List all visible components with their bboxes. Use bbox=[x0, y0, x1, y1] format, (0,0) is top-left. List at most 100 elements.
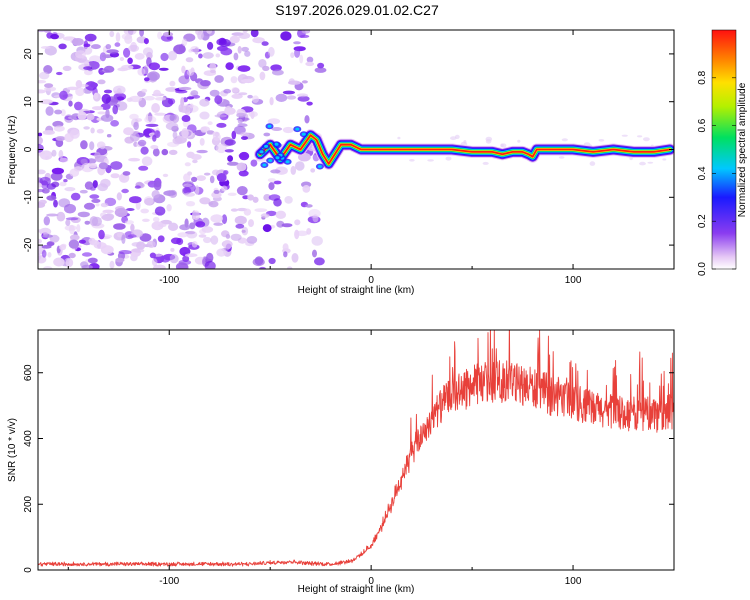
heatmap-cell bbox=[42, 234, 53, 238]
heatmap-cell bbox=[207, 121, 213, 126]
heatmap-cell bbox=[181, 115, 191, 122]
heatmap-cell bbox=[191, 176, 198, 182]
heatmap-cell bbox=[109, 30, 115, 38]
heatmap-cell bbox=[51, 149, 57, 157]
heatmap-cell bbox=[250, 110, 255, 120]
heatmap-cell bbox=[139, 30, 144, 37]
heatmap-cell bbox=[271, 127, 283, 131]
heatmap-cell bbox=[157, 31, 163, 40]
heatmap-cell bbox=[230, 208, 238, 212]
heatmap-cell bbox=[100, 114, 114, 122]
heatmap-cell bbox=[221, 185, 228, 192]
heatmap-cell bbox=[38, 80, 47, 84]
heatmap-cell bbox=[204, 172, 211, 176]
heatmap-cell bbox=[157, 235, 165, 243]
spectrogram-y-tick-label: 0 bbox=[23, 146, 34, 152]
colorbar-tick-label: 0.6 bbox=[697, 118, 708, 132]
heatmap-cell bbox=[203, 236, 212, 244]
heatmap-cell bbox=[207, 41, 214, 50]
heatmap-cell bbox=[124, 220, 134, 225]
heatmap-cell bbox=[165, 122, 179, 131]
heatmap-cell bbox=[65, 217, 79, 221]
colorbar: 0.0 0.2 0.4 0.6 0.8 Normalized spectral ampl… bbox=[697, 29, 748, 276]
heatmap-cell bbox=[485, 139, 492, 144]
heatmap-cell bbox=[268, 257, 276, 265]
heatmap-cell bbox=[252, 95, 259, 103]
heatmap-cell bbox=[199, 111, 210, 120]
heatmap-cell bbox=[142, 218, 150, 222]
heatmap-transition-blob bbox=[275, 156, 280, 160]
heatmap-cell bbox=[214, 114, 227, 118]
heatmap-cell bbox=[140, 208, 149, 214]
heatmap-cell bbox=[66, 86, 79, 91]
colorbar-label: Normalized spectral amplitude bbox=[737, 82, 748, 217]
heatmap-cell bbox=[287, 266, 293, 269]
heatmap-cell bbox=[197, 30, 204, 40]
heatmap-cell bbox=[231, 93, 243, 99]
heatmap-cell bbox=[235, 223, 245, 229]
heatmap-cell bbox=[84, 33, 97, 42]
heatmap-cell bbox=[183, 173, 191, 182]
spectrogram-x-axis: -100 0 100 bbox=[67, 30, 675, 286]
spectrogram-x-tick-label: 0 bbox=[368, 275, 374, 286]
heatmap-cell bbox=[38, 188, 45, 193]
heatmap-cell bbox=[38, 253, 41, 261]
heatmap-cell bbox=[153, 264, 166, 269]
heatmap-cell bbox=[78, 239, 86, 244]
heatmap-cell bbox=[80, 140, 88, 150]
heatmap-cell bbox=[79, 189, 88, 194]
heatmap-cell bbox=[38, 182, 42, 188]
heatmap-cell bbox=[154, 130, 161, 139]
heatmap-cell bbox=[98, 229, 105, 240]
heatmap-cell bbox=[223, 88, 232, 94]
heatmap-cell bbox=[280, 31, 292, 41]
heatmap-cell bbox=[128, 44, 140, 52]
heatmap-cell bbox=[162, 173, 169, 178]
heatmap-cell bbox=[269, 97, 274, 106]
heatmap-cell bbox=[500, 143, 504, 148]
heatmap-cell bbox=[284, 196, 293, 204]
heatmap-cell bbox=[113, 85, 126, 95]
heatmap-cell bbox=[83, 43, 91, 48]
heatmap-cell bbox=[39, 150, 53, 160]
heatmap-cell bbox=[149, 252, 156, 259]
heatmap-cell bbox=[227, 155, 234, 162]
heatmap-cell bbox=[50, 172, 63, 181]
heatmap-cell bbox=[312, 249, 317, 258]
heatmap-cell bbox=[126, 97, 133, 103]
heatmap-cell bbox=[250, 159, 258, 167]
heatmap-cell bbox=[454, 134, 460, 139]
heatmap-cell bbox=[246, 236, 258, 244]
heatmap-cell bbox=[225, 62, 234, 70]
heatmap-cell bbox=[179, 106, 191, 113]
heatmap-cell bbox=[89, 194, 100, 199]
heatmap-transition-blob bbox=[267, 124, 272, 128]
heatmap-cell bbox=[192, 210, 200, 220]
heatmap-cell bbox=[194, 47, 199, 55]
heatmap-cell bbox=[209, 62, 217, 72]
heatmap-cell bbox=[427, 159, 434, 162]
heatmap-cell bbox=[77, 111, 87, 121]
heatmap-cell bbox=[230, 76, 238, 84]
heatmap-cell bbox=[216, 122, 227, 128]
heatmap-cell bbox=[216, 173, 227, 182]
heatmap-cell bbox=[244, 50, 251, 57]
heatmap-cell bbox=[110, 120, 119, 127]
heatmap-cell bbox=[247, 194, 254, 201]
heatmap-cell bbox=[38, 136, 43, 145]
heatmap-cell bbox=[41, 188, 50, 194]
heatmap-cell bbox=[296, 93, 309, 98]
heatmap-cell bbox=[126, 208, 135, 211]
heatmap-cell bbox=[54, 109, 63, 115]
heatmap-cell bbox=[89, 240, 100, 246]
heatmap-cell bbox=[282, 90, 295, 95]
heatmap-cell bbox=[45, 106, 54, 116]
heatmap-cell bbox=[141, 88, 148, 93]
heatmap-cell bbox=[91, 106, 104, 111]
spectrogram-y-axis: -20 -10 0 10 20 bbox=[23, 48, 674, 252]
heatmap-cell bbox=[119, 57, 125, 61]
heatmap-cell bbox=[236, 112, 247, 118]
heatmap-cell bbox=[291, 252, 299, 263]
heatmap-cell bbox=[194, 185, 200, 195]
heatmap-cell bbox=[231, 87, 239, 93]
